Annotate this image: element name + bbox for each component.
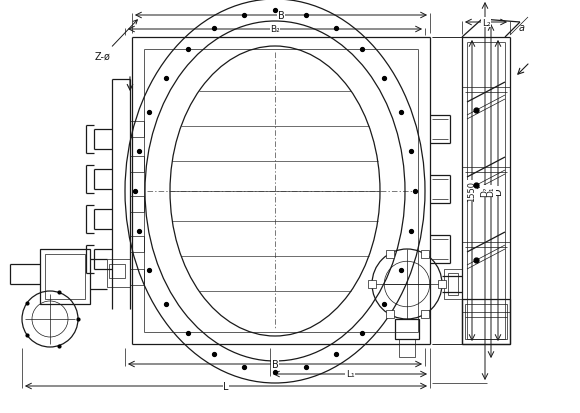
Bar <box>420 250 429 258</box>
Text: B: B <box>278 11 284 21</box>
Bar <box>395 319 419 339</box>
Bar <box>109 264 125 278</box>
Bar <box>386 311 393 318</box>
Bar <box>465 304 507 339</box>
Text: D₁: D₁ <box>487 186 495 197</box>
Text: Z-ø: Z-ø <box>95 21 137 62</box>
Bar <box>40 249 90 304</box>
Text: L₂: L₂ <box>481 19 490 27</box>
Text: B: B <box>271 359 278 369</box>
Bar <box>107 259 130 287</box>
Bar <box>462 299 510 344</box>
Bar <box>368 280 376 288</box>
Text: D: D <box>493 187 503 195</box>
Text: L₁: L₁ <box>346 370 354 379</box>
Bar <box>420 311 429 318</box>
Bar <box>399 339 415 357</box>
Bar <box>45 254 85 299</box>
Text: L: L <box>223 381 229 391</box>
Text: a: a <box>519 23 525 33</box>
Bar <box>386 250 393 258</box>
Bar <box>438 280 446 288</box>
Text: 1550: 1550 <box>467 180 477 202</box>
Text: D₂: D₂ <box>480 186 490 197</box>
Bar <box>444 269 462 299</box>
Text: B₂: B₂ <box>270 26 280 34</box>
Bar <box>448 273 458 295</box>
